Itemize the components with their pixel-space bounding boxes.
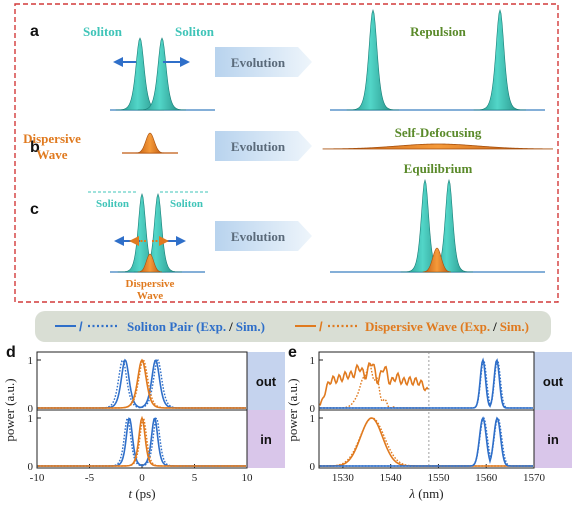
soliton-pulse-right (137, 37, 187, 111)
x-tick-label: 5 (192, 472, 198, 484)
row-label-bg-in (247, 410, 285, 468)
x-tick-label: 1540 (380, 472, 403, 484)
panel-label-a: a (30, 23, 39, 40)
x-tick-label: -10 (30, 472, 45, 484)
exp-curve (38, 358, 246, 409)
panel-label-b: b (30, 139, 40, 156)
soliton-label-left: Soliton (83, 24, 123, 39)
y-tick-label: 1 (28, 355, 34, 367)
row-label-bg-in (534, 410, 572, 468)
x-tick-label: -5 (85, 472, 95, 484)
evolution-label-b: Evolution (231, 139, 286, 154)
y-axis-label: power (a.u.) (2, 378, 17, 441)
dispersive-wave-c-line2: Wave (137, 290, 163, 302)
x-axis-label: t (ps) (128, 486, 155, 501)
equilibrium-label: Equilibrium (404, 161, 473, 176)
dispersive-wave-label-line2: Wave (36, 147, 67, 162)
legend-bar (35, 311, 551, 342)
exp-curve (38, 415, 246, 467)
y-tick-label: 1 (310, 355, 316, 367)
sim-curve (320, 359, 533, 409)
sim-curve (320, 416, 533, 467)
legend-soliton-label: Soliton Pair (Exp. / Sim.) (127, 319, 265, 334)
sim-curve (38, 359, 246, 409)
evolution-label-a: Evolution (231, 55, 286, 70)
legend-dw-label: Dispersive Wave (Exp. / Sim.) (365, 319, 529, 334)
repulsion-label: Repulsion (410, 24, 466, 39)
x-tick-label: 1530 (332, 472, 355, 484)
exp-curve (38, 358, 246, 409)
dispersive-wave-pulse (135, 132, 165, 154)
dispersive-wave-pulse-c (137, 253, 163, 273)
evolution-arrow-b (215, 131, 312, 161)
dispersive-wave-label-line1: Dispersive (23, 131, 81, 146)
legend-dispersive: / Dispersive Wave (Exp. / Sim.) (295, 319, 529, 334)
soliton-label-right: Soliton (175, 24, 215, 39)
x-tick-label: 10 (242, 472, 254, 484)
row-label-in: in (260, 432, 272, 447)
soliton-pulse-repelled-left (346, 8, 400, 111)
soliton-label-c-left: Soliton (96, 198, 129, 210)
sim-curve (319, 417, 533, 467)
evolution-arrow-c (215, 221, 312, 251)
x-tick-label: 1560 (475, 472, 498, 484)
soliton-label-c-right: Soliton (170, 198, 203, 210)
dispersive-wave-c-line1: Dispersive (126, 278, 175, 290)
y-tick-label: 0 (310, 403, 316, 415)
defocused-wave (322, 143, 554, 150)
exp-curve (319, 362, 429, 406)
sim-curve (38, 359, 246, 409)
x-tick-label: 1570 (523, 472, 546, 484)
dispersive-wave-bound (422, 247, 452, 273)
legend-dw-sym: / (319, 319, 323, 334)
sim-curve (320, 364, 428, 409)
row-label-bg-out (247, 352, 285, 410)
panel-label-d: d (6, 344, 16, 361)
exp-curve (320, 416, 533, 467)
row-label-out: out (256, 374, 277, 389)
x-tick-label: 0 (139, 472, 145, 484)
schematic-frame (14, 3, 559, 303)
row-label-bg-out (534, 352, 572, 410)
y-tick-label: 0 (28, 403, 34, 415)
self-defocusing-label: Self-Defocusing (395, 125, 482, 140)
y-tick-label: 0 (310, 461, 316, 473)
evolution-label-c: Evolution (231, 229, 286, 244)
panel-label-c: c (30, 201, 39, 218)
y-axis-label: power (a.u.) (285, 378, 300, 441)
y-tick-label: 0 (28, 461, 34, 473)
sim-curve (38, 416, 246, 467)
y-tick-label: 1 (310, 413, 316, 425)
x-tick-label: 1550 (427, 472, 450, 484)
legend-soliton: / Soliton Pair (Exp. / Sim.) (55, 319, 265, 334)
row-label-out: out (543, 374, 564, 389)
legend-soliton-sym: / (79, 319, 83, 334)
soliton-pulse-repelled-right (473, 8, 527, 111)
row-label-in: in (547, 432, 559, 447)
panel-label-e: e (288, 344, 297, 361)
evolution-arrow-a (215, 47, 312, 77)
y-tick-label: 1 (28, 413, 34, 425)
x-axis-label: λ (nm) (408, 486, 443, 501)
